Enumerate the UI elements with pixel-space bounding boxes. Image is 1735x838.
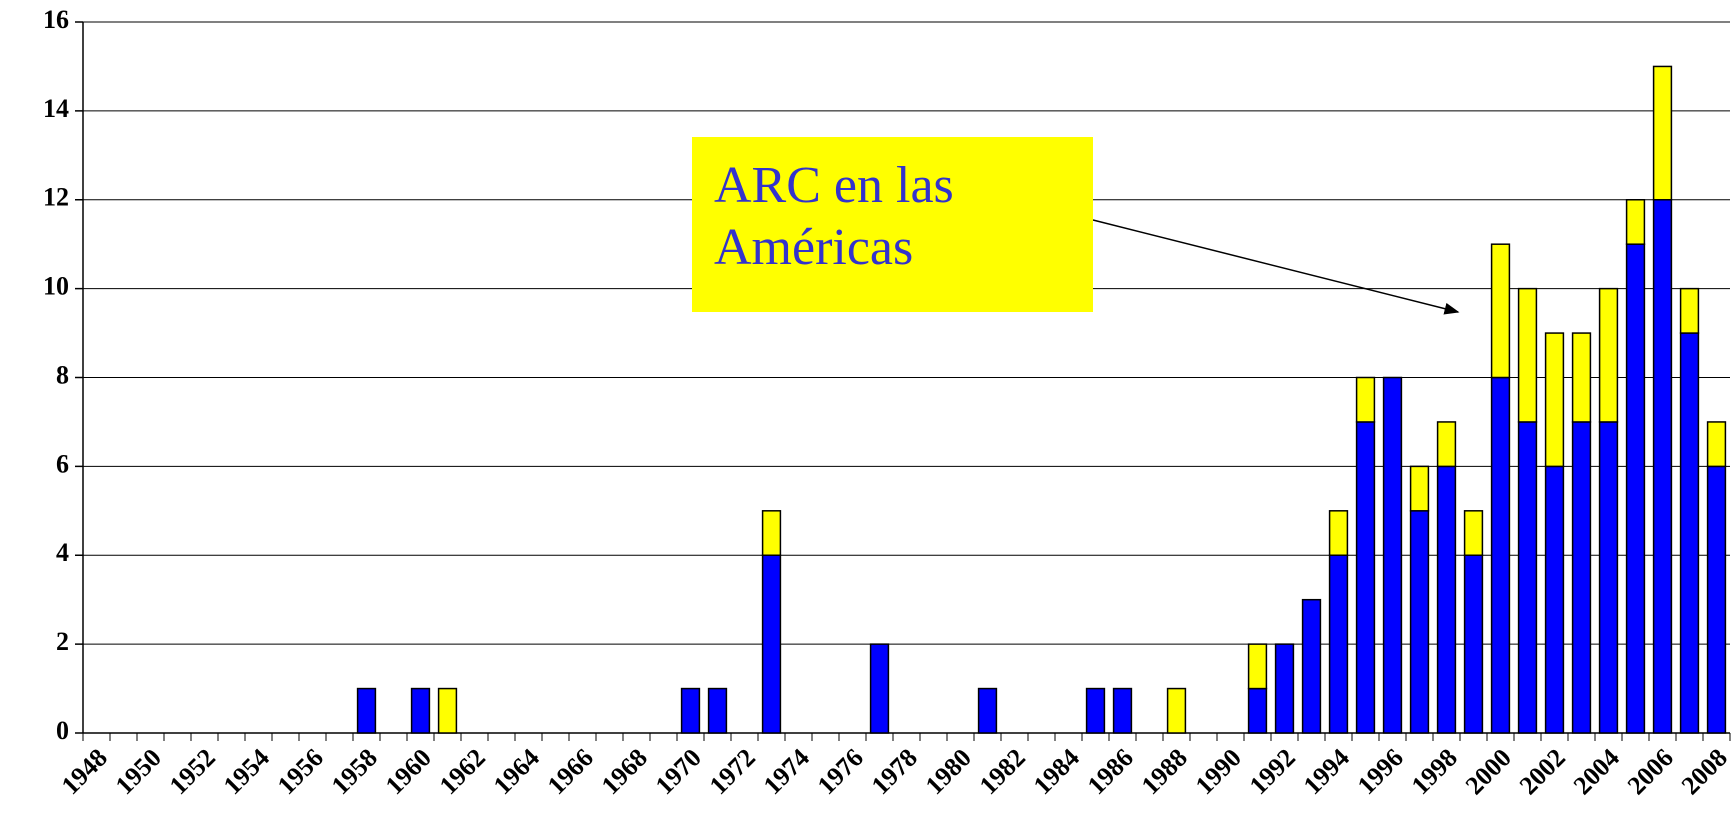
bar-segment bbox=[1706, 421, 1727, 468]
x-tick-label: 2004 bbox=[1568, 743, 1625, 800]
bar-segment bbox=[1679, 287, 1700, 334]
bar-segment bbox=[1571, 332, 1592, 423]
x-tick-label: 1970 bbox=[650, 743, 707, 800]
x-tick-label: 1966 bbox=[542, 743, 599, 800]
y-tick-label: 14 bbox=[43, 94, 69, 123]
x-tick-label: 1992 bbox=[1244, 743, 1301, 800]
bar-segment bbox=[1247, 687, 1268, 734]
bar-segment bbox=[869, 643, 890, 734]
x-tick-label: 1962 bbox=[434, 743, 491, 800]
x-tick-label: 1964 bbox=[488, 743, 545, 800]
bar-segment bbox=[761, 510, 782, 556]
y-tick-label: 6 bbox=[56, 449, 69, 478]
x-tick-label: 1960 bbox=[380, 743, 437, 800]
bar-segment bbox=[680, 687, 701, 734]
bar-segment bbox=[1517, 287, 1538, 423]
bar-segment bbox=[1517, 421, 1538, 734]
bar-segment bbox=[1436, 465, 1457, 734]
bar-segment bbox=[977, 687, 998, 734]
bar-segment bbox=[1274, 643, 1295, 734]
x-tick-label: 1982 bbox=[974, 743, 1031, 800]
bar-segment bbox=[1652, 199, 1673, 734]
y-tick-label: 0 bbox=[56, 716, 69, 745]
x-tick-label: 1954 bbox=[218, 743, 275, 800]
y-tick-label: 2 bbox=[56, 627, 69, 656]
bar-segment bbox=[1409, 465, 1430, 512]
bar-segment bbox=[1166, 687, 1187, 734]
annotation: ARC en las Américas bbox=[692, 137, 1093, 312]
bar-segment bbox=[1490, 243, 1511, 379]
x-tick-label: 1986 bbox=[1082, 743, 1139, 800]
x-tick-label: 1972 bbox=[704, 743, 761, 800]
x-tick-label: 1980 bbox=[920, 743, 977, 800]
x-tick-label: 1996 bbox=[1352, 743, 1409, 800]
x-tick-label: 1978 bbox=[866, 743, 923, 800]
x-tick-label: 2002 bbox=[1514, 743, 1571, 800]
x-tick-label: 1950 bbox=[110, 743, 167, 800]
x-tick-label: 1958 bbox=[326, 743, 383, 800]
x-tick-label: 1990 bbox=[1190, 743, 1247, 800]
bar-segment bbox=[1571, 421, 1592, 734]
bar-segment bbox=[1679, 332, 1700, 734]
x-tick-label: 1956 bbox=[272, 743, 329, 800]
x-tick-label: 1948 bbox=[56, 743, 113, 800]
bar-segment bbox=[1706, 465, 1727, 734]
x-tick-label: 2008 bbox=[1676, 743, 1733, 800]
x-tick-label: 2006 bbox=[1622, 743, 1679, 800]
bar-segment bbox=[1463, 510, 1484, 556]
bar-segment bbox=[1544, 465, 1565, 734]
annotation-arrow bbox=[1092, 219, 1460, 315]
bar-segment bbox=[1625, 243, 1646, 734]
y-tick-label: 10 bbox=[43, 272, 69, 301]
bar-segment bbox=[1409, 510, 1430, 734]
bar-segment bbox=[1085, 687, 1106, 734]
bar-segment bbox=[356, 687, 377, 734]
y-tick-label: 4 bbox=[56, 538, 69, 567]
y-tick-label: 12 bbox=[43, 183, 69, 212]
bar-segment bbox=[1355, 376, 1376, 423]
y-tick-label: 16 bbox=[43, 5, 69, 34]
x-tick-label: 1968 bbox=[596, 743, 653, 800]
bar-segment bbox=[761, 554, 782, 734]
bar-segment bbox=[1544, 332, 1565, 468]
bar-segment bbox=[1328, 510, 1349, 556]
x-tick-label: 1994 bbox=[1298, 743, 1355, 800]
x-tick-label: 1998 bbox=[1406, 743, 1463, 800]
bar-segment bbox=[1490, 376, 1511, 734]
x-tick-label: 2000 bbox=[1460, 743, 1517, 800]
x-tick-label: 1952 bbox=[164, 743, 221, 800]
bar-segment bbox=[1652, 65, 1673, 201]
bar-segment bbox=[437, 687, 458, 734]
bar-segment bbox=[410, 687, 431, 734]
bar-segment bbox=[1598, 421, 1619, 734]
x-tick-label: 1974 bbox=[758, 743, 815, 800]
bar-segment bbox=[1328, 554, 1349, 734]
bar-segment bbox=[1598, 287, 1619, 423]
bar-segment bbox=[1463, 554, 1484, 734]
bar-segment bbox=[1382, 376, 1403, 734]
x-tick-label: 1988 bbox=[1136, 743, 1193, 800]
x-tick-label: 1976 bbox=[812, 743, 869, 800]
bar-segment bbox=[1436, 421, 1457, 468]
bar-segment bbox=[1625, 199, 1646, 245]
bar-segment bbox=[707, 687, 728, 734]
x-tick-label: 1984 bbox=[1028, 743, 1085, 800]
bar-segment bbox=[1301, 598, 1322, 734]
bar-segment bbox=[1247, 643, 1268, 690]
y-tick-label: 8 bbox=[56, 360, 69, 389]
bar-segment bbox=[1355, 421, 1376, 734]
bar-segment bbox=[1112, 687, 1133, 734]
